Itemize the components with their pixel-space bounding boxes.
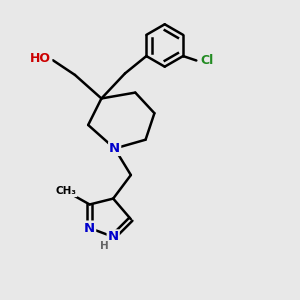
- Text: Cl: Cl: [201, 54, 214, 67]
- Text: N: N: [108, 230, 119, 243]
- Text: H: H: [100, 241, 109, 251]
- Text: N: N: [84, 221, 95, 235]
- Text: HO: HO: [30, 52, 51, 65]
- Text: N: N: [109, 142, 120, 155]
- Text: CH₃: CH₃: [56, 186, 76, 196]
